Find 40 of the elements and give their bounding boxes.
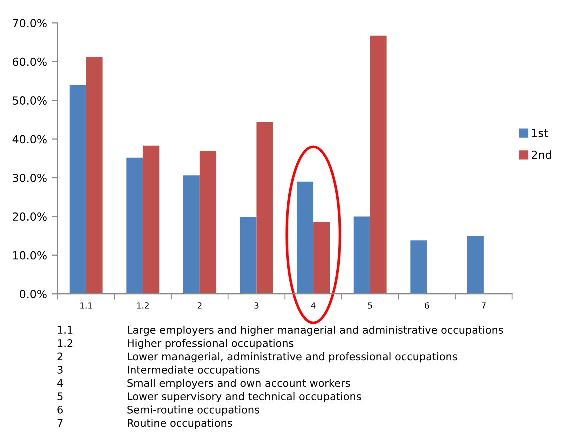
bar (70, 85, 86, 294)
legend-label: 2nd (532, 150, 552, 160)
x-tick-label: 5 (368, 302, 372, 309)
bar (126, 158, 144, 294)
bar (370, 36, 387, 294)
x-tick-label: 7 (482, 302, 486, 309)
bar (297, 182, 314, 294)
bar (86, 57, 103, 294)
y-tick-label: 30.0% (13, 174, 47, 182)
text: 3 Intermediate occupations (58, 366, 260, 376)
x-tick-label: 1.2 (137, 302, 149, 309)
y-tick-label: 10.0% (13, 251, 47, 260)
text: 1.2 Higher professional occupations (58, 339, 294, 350)
bar (467, 236, 484, 294)
bar (240, 217, 257, 294)
text: 5 Lower supervisory and technical occupations (58, 392, 362, 403)
y-tick-label: 40.0% (12, 135, 47, 144)
bar (314, 222, 330, 294)
x-tick-label: 3 (254, 302, 259, 309)
x-tick-label: 4 (311, 302, 316, 309)
bar (183, 176, 200, 294)
y-tick-label: 70.0% (13, 19, 47, 28)
bar (354, 216, 370, 294)
legend-label: 1st (532, 129, 548, 138)
text: 1.1 Large employers and higher managerial and administrative occupations (58, 326, 504, 336)
y-tick-label: 50.0% (13, 96, 47, 105)
bar (143, 146, 160, 294)
bar (256, 122, 274, 294)
y-tick-label: 0.0% (20, 290, 47, 298)
y-tick-label: 20.0% (13, 212, 47, 222)
bar (200, 151, 216, 294)
x-tick-label: 2 (198, 302, 202, 309)
y-tick-label: 60.0% (13, 58, 47, 66)
text: 2 Lower managerial, administrative and professional occupations (58, 352, 458, 363)
bar (410, 240, 428, 294)
text: 6 Semi-routine occupations (58, 406, 260, 416)
text: 4 Small employers and own account workers (58, 379, 350, 390)
text: 7 Routine occupations (58, 419, 232, 430)
x-tick-label: 6 (425, 302, 430, 309)
x-tick-label: 1.1 (80, 302, 92, 309)
